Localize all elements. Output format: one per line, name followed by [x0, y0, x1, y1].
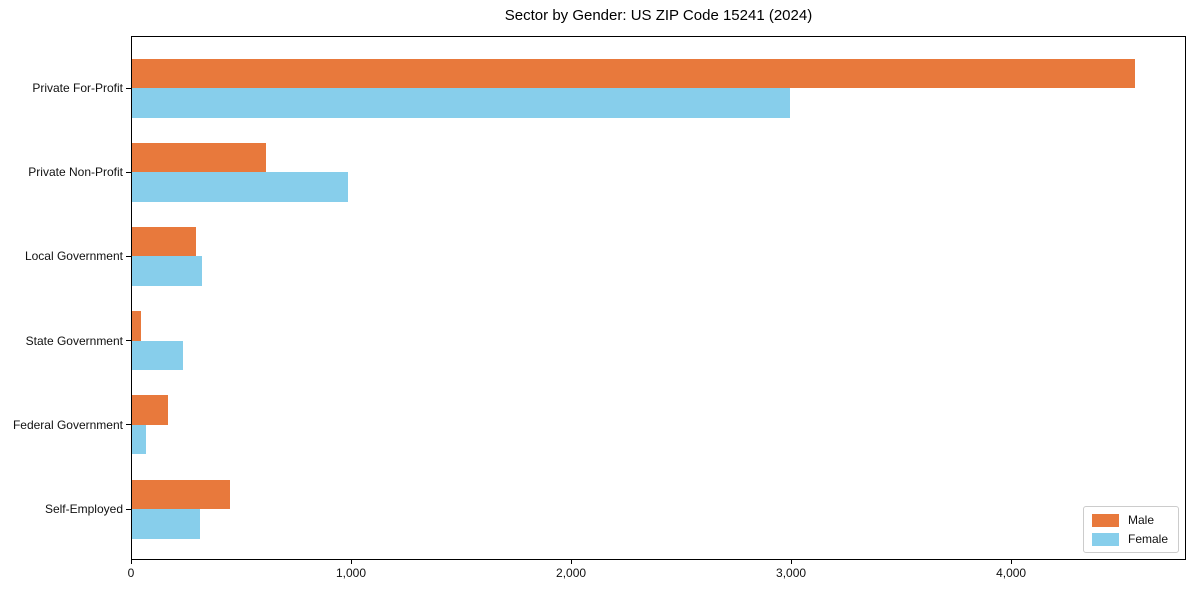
legend-item-male: Male: [1091, 513, 1168, 527]
bar-male-self-employed: [132, 479, 230, 509]
y-tick-label: Federal Government: [12, 417, 123, 432]
y-tick-label: State Government: [25, 333, 123, 348]
bar-female-federal-government: [132, 424, 147, 455]
y-tick-label: Self-Employed: [44, 502, 123, 516]
x-tick-label: 0: [127, 566, 135, 580]
y-tick: [126, 171, 131, 173]
bar-female-private-for-profit: [132, 88, 790, 118]
x-tick: [350, 560, 352, 564]
y-tick: [126, 255, 131, 257]
legend-swatch-female: [1091, 532, 1119, 546]
legend: Male Female: [1082, 506, 1179, 553]
bar-female-private-non-profit: [132, 172, 348, 202]
x-tick: [790, 560, 792, 564]
y-tick: [126, 424, 131, 426]
y-tick-label: Private For-Profit: [32, 81, 123, 95]
plot-area: [131, 36, 1186, 560]
bar-male-federal-government: [132, 395, 169, 425]
bar-female-self-employed: [132, 509, 201, 539]
x-tick: [1010, 560, 1012, 564]
bar-male-local-government: [132, 226, 196, 257]
x-tick-label: 3,000: [776, 566, 807, 580]
bar-female-state-government: [132, 340, 183, 371]
x-tick-label: 2,000: [556, 566, 587, 580]
y-tick-label: Private Non-Profit: [28, 165, 123, 180]
legend-label-female: Female: [1127, 532, 1168, 546]
bar-male-private-for-profit: [132, 58, 1136, 88]
bar-male-private-non-profit: [132, 142, 267, 173]
y-tick-label: Local Government: [24, 249, 123, 264]
x-tick-label: 4,000: [996, 566, 1027, 580]
legend-swatch-male: [1091, 513, 1119, 527]
y-tick: [126, 508, 131, 510]
legend-item-female: Female: [1091, 532, 1168, 546]
bar-male-state-government: [132, 311, 141, 341]
y-tick: [126, 87, 131, 89]
legend-label-male: Male: [1127, 513, 1154, 527]
chart-title: Sector by Gender: US ZIP Code 15241 (202…: [504, 7, 813, 24]
bar-female-local-government: [132, 256, 203, 286]
x-tick: [570, 560, 572, 564]
y-tick: [126, 340, 131, 342]
x-tick-label: 1,000: [336, 566, 367, 580]
x-tick: [130, 560, 132, 564]
